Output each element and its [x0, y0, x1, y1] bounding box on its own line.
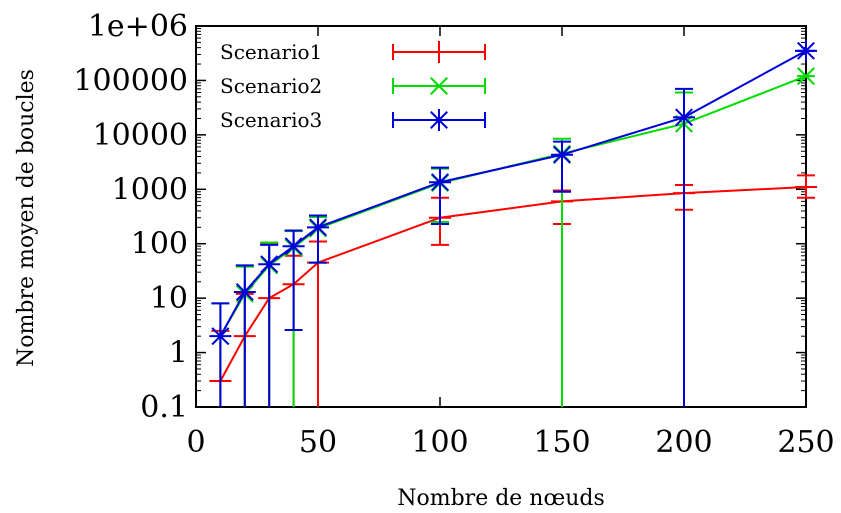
legend-item: Scenario2 [220, 74, 486, 98]
x-tick-label: 0 [186, 425, 205, 460]
x-tick-label: 200 [655, 425, 712, 460]
y-axis-ticks: 0.1 1 10 100 1000 10000 100000 1e+06 [73, 9, 806, 425]
data-point [429, 171, 451, 194]
data-point [307, 216, 329, 239]
y-tick-label: 1 [169, 336, 188, 371]
x-axis-title: Nombre de nœuds [397, 486, 605, 511]
data-point [282, 235, 305, 258]
point-marker-stroke [284, 237, 303, 256]
point-marker-stroke [430, 111, 448, 129]
y-tick-label: 100000 [73, 63, 188, 98]
y-tick-label: 10 [150, 281, 188, 316]
y-tick-label: 0.1 [140, 390, 188, 425]
x-axis-ticks: 0 50 100 150 200 250 [186, 26, 835, 460]
legend-item: Scenario1 [220, 40, 486, 64]
y-tick-label: 100 [131, 227, 188, 262]
series-Scenario1 [209, 174, 817, 407]
point-marker-stroke [797, 67, 815, 86]
point-marker-stroke [431, 173, 449, 192]
legend-item: Scenario3 [220, 108, 486, 132]
data-point [551, 143, 573, 166]
error-bar [211, 302, 230, 407]
point-marker-stroke [235, 282, 254, 301]
point-marker-stroke [430, 77, 448, 95]
x-tick-label: 150 [533, 425, 590, 460]
point-marker-stroke [211, 327, 230, 346]
data-point [795, 176, 817, 199]
legend-label: Scenario3 [220, 108, 322, 132]
y-axis-title: Nombre moyen de boucles [14, 69, 39, 367]
y-tick-label: 1000 [112, 172, 188, 207]
legend-label: Scenario1 [220, 40, 322, 64]
y-tick-label: 10000 [93, 118, 188, 153]
series-Scenario3 [209, 39, 817, 407]
plot-frame [195, 25, 807, 408]
data-point [258, 253, 281, 276]
legend-label: Scenario2 [220, 74, 322, 98]
data-point [797, 67, 815, 86]
legend: Scenario1 Scenario2 Scenario3 [220, 40, 486, 132]
series-layer [209, 39, 817, 407]
point-marker-stroke [553, 145, 571, 164]
point-marker-stroke [260, 255, 279, 274]
x-tick-label: 50 [299, 425, 337, 460]
point-marker-stroke [797, 41, 815, 60]
series-line [219, 186, 807, 382]
x-tick-label: 100 [411, 425, 468, 460]
y-tick-label: 1e+06 [88, 9, 188, 44]
data-point [233, 280, 256, 303]
error-bar [675, 87, 693, 407]
x-tick-label: 250 [777, 425, 834, 460]
data-point [209, 325, 232, 348]
data-point [795, 39, 817, 62]
point-marker-stroke [675, 108, 693, 127]
point-marker-stroke [309, 218, 327, 237]
data-point [673, 106, 695, 129]
